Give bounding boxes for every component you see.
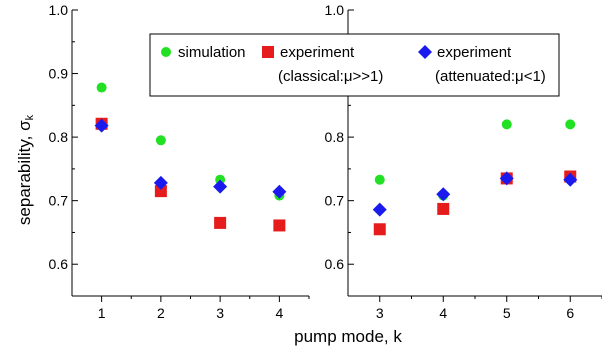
legend-label-classical: experiment — [280, 44, 355, 61]
legend-box — [149, 33, 560, 97]
legend-marker-simulation — [161, 47, 171, 57]
simulation-point-left — [96, 82, 107, 93]
y-tick-label-left: 0.8 — [49, 129, 69, 145]
y-tick-label-right: 0.6 — [325, 256, 345, 272]
x-tick-label-right: 5 — [503, 305, 511, 321]
x-tick-label-left: 2 — [157, 305, 165, 321]
legend-label-attenuated: experiment — [437, 44, 512, 61]
x-tick-label-right: 3 — [376, 305, 384, 321]
attenuated-point-right — [563, 172, 578, 187]
simulation-point-left — [155, 135, 166, 146]
data-marks — [94, 82, 578, 236]
attenuated-point-left — [153, 175, 168, 190]
x-tick-label-left: 3 — [216, 305, 224, 321]
legend: simulation experiment (classical:μ>>1) expe… — [149, 33, 560, 97]
y-tick-label-left: 1.0 — [49, 2, 69, 18]
simulation-point-right — [501, 119, 512, 130]
attenuated-point-right — [372, 202, 387, 217]
legend-sublabel-attenuated: (attenuated:μ<1) — [435, 68, 546, 85]
classical-point-right — [437, 202, 450, 215]
y-tick-label-left: 0.9 — [49, 66, 69, 82]
attenuated-point-left — [213, 179, 228, 194]
attenuated-point-right — [436, 187, 451, 202]
simulation-point-right — [374, 174, 385, 185]
classical-point-left — [214, 216, 227, 229]
y-axis-title-main: separability, σ — [15, 120, 34, 225]
y-tick-label-right: 0.7 — [325, 193, 345, 209]
y-axis-title: separability, σk — [15, 114, 36, 225]
y-tick-label-left: 0.7 — [49, 193, 69, 209]
left-panel-axes: 0.6 0.7 0.8 0.9 1.0 1 2 3 4 — [49, 2, 310, 321]
classical-point-left — [273, 219, 286, 232]
classical-point-right — [373, 223, 386, 236]
simulation-point-right — [565, 119, 576, 130]
x-axis-title: pump mode, k — [294, 327, 402, 346]
attenuated-point-right — [499, 171, 514, 186]
legend-sublabel-classical: (classical:μ>>1) — [278, 68, 383, 85]
legend-marker-classical — [262, 46, 274, 58]
x-tick-label-right: 4 — [439, 305, 447, 321]
legend-label-simulation: simulation — [178, 44, 246, 61]
y-tick-label-right: 0.8 — [325, 129, 345, 145]
x-tick-label-left: 1 — [98, 305, 106, 321]
legend-marker-attenuated — [418, 45, 432, 59]
x-tick-label-left: 4 — [275, 305, 283, 321]
classical-point-left — [154, 185, 167, 198]
y-tick-label-left: 0.6 — [49, 256, 69, 272]
y-axis-title-subscript: k — [24, 114, 36, 120]
attenuated-point-left — [94, 118, 109, 133]
attenuated-point-left — [272, 184, 287, 199]
y-tick-label-right: 1.0 — [325, 2, 345, 18]
x-tick-label-right: 6 — [566, 305, 574, 321]
